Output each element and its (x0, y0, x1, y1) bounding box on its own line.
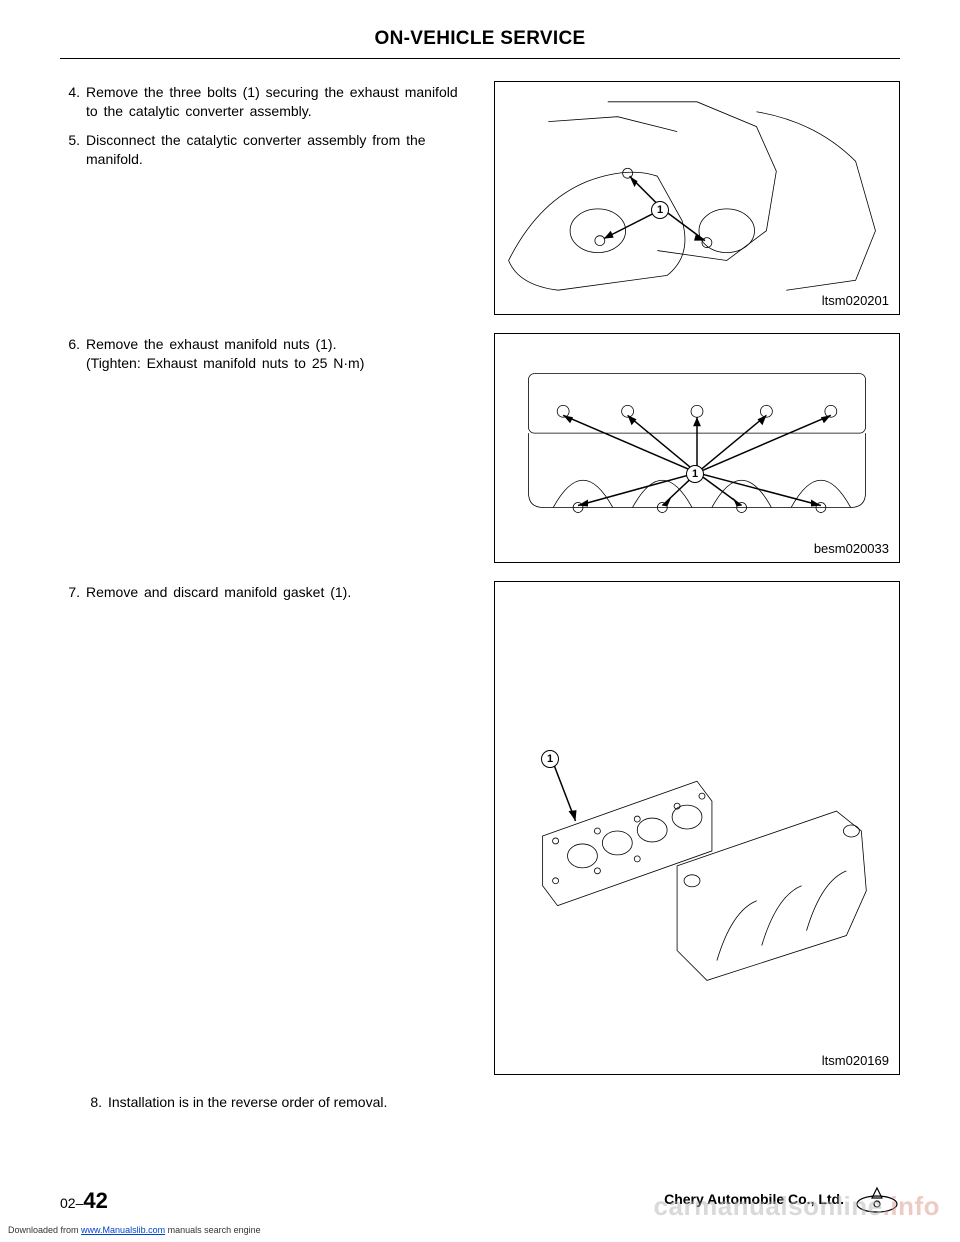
step-5: 5. Disconnect the catalytic converter as… (60, 131, 470, 169)
step-6: 6. Remove the exhaust manifold nuts (1).… (60, 335, 470, 373)
download-line: Downloaded from www.Manualslib.com manua… (8, 1225, 261, 1235)
figure-3-label: ltsm020169 (822, 1053, 889, 1068)
step-number: 4. (60, 83, 86, 121)
step-block-3: 7. Remove and discard manifold gasket (1… (60, 581, 900, 1075)
step-number: 5. (60, 131, 86, 169)
step-text-col-2: 6. Remove the exhaust manifold nuts (1).… (60, 333, 470, 383)
step-6-line1: Remove the exhaust manifold nuts (1). (86, 336, 336, 352)
figure-1-svg (495, 82, 899, 314)
watermark-b: .info (883, 1191, 940, 1221)
step-number: 7. (60, 583, 86, 602)
callout-1: 1 (686, 465, 704, 483)
step-text: Installation is in the reverse order of … (108, 1093, 900, 1112)
step-7: 7. Remove and discard manifold gasket (1… (60, 583, 470, 602)
step-text-col-1: 4. Remove the three bolts (1) securing t… (60, 81, 470, 179)
step-text: Disconnect the catalytic converter assem… (86, 131, 470, 169)
figure-2-label: besm020033 (814, 541, 889, 556)
step-4: 4. Remove the three bolts (1) securing t… (60, 83, 470, 121)
step-block-1: 4. Remove the three bolts (1) securing t… (60, 81, 900, 315)
section-title: ON-VEHICLE SERVICE (60, 28, 900, 58)
page-number: 02–42 (60, 1188, 108, 1214)
watermark-a: carmanualsonline (654, 1191, 883, 1221)
step-6-line2: (Tighten: Exhaust manifold nuts to 25 N·… (86, 355, 364, 371)
step-8: 8. Installation is in the reverse order … (60, 1093, 900, 1112)
step-number: 6. (60, 335, 86, 373)
dl-post: manuals search engine (165, 1225, 261, 1235)
figure-3-svg (495, 582, 899, 1074)
figure-3: 1 ltsm020169 (494, 581, 900, 1075)
header-rule (60, 58, 900, 59)
callout-1: 1 (651, 201, 669, 219)
section-code: 02– (60, 1195, 83, 1211)
step-text: Remove the three bolts (1) securing the … (86, 83, 470, 121)
step-text: Remove the exhaust manifold nuts (1). (T… (86, 335, 470, 373)
step-number: 8. (60, 1093, 108, 1112)
manualslib-link[interactable]: www.Manualslib.com (81, 1225, 165, 1235)
step-block-2: 6. Remove the exhaust manifold nuts (1).… (60, 333, 900, 563)
step-text-col-3: 7. Remove and discard manifold gasket (1… (60, 581, 470, 612)
figure-1: 1 ltsm020201 (494, 81, 900, 315)
page-no: 42 (83, 1188, 107, 1213)
callout-1: 1 (541, 750, 559, 768)
step-text: Remove and discard manifold gasket (1). (86, 583, 470, 602)
dl-pre: Downloaded from (8, 1225, 81, 1235)
figure-2-svg (495, 334, 899, 562)
figure-2: 1 besm020033 (494, 333, 900, 563)
figure-1-label: ltsm020201 (822, 293, 889, 308)
page: ON-VEHICLE SERVICE 4. Remove the three b… (0, 0, 960, 1242)
watermark: carmanualsonline.info (654, 1191, 940, 1222)
